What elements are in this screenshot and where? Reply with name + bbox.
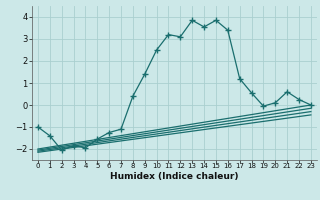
X-axis label: Humidex (Indice chaleur): Humidex (Indice chaleur)	[110, 172, 239, 181]
